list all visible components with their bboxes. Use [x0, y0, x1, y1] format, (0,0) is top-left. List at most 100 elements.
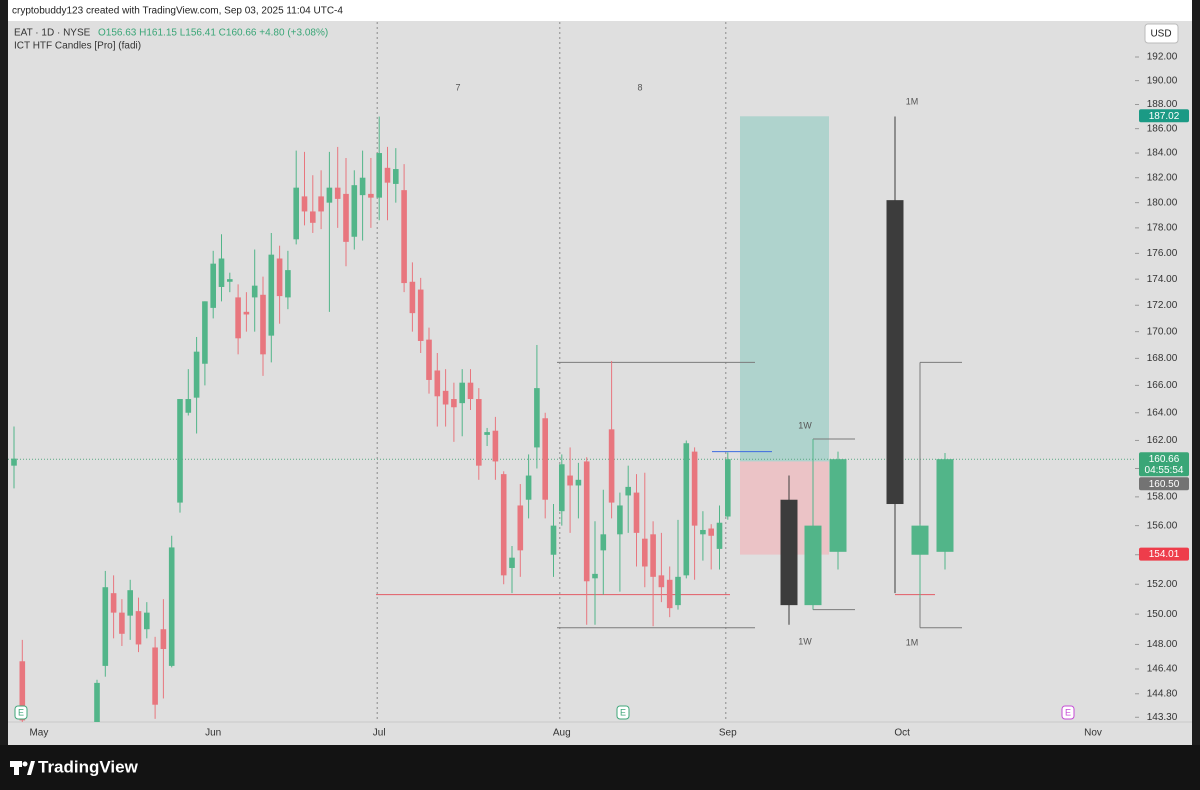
- candle-body: [500, 474, 507, 576]
- y-tick-label: 192.00: [1147, 52, 1178, 63]
- candle-body: [708, 528, 714, 536]
- currency-button[interactable]: [1144, 23, 1179, 44]
- y-tick-label: 180.00: [1147, 197, 1178, 208]
- candle-body: [334, 187, 341, 199]
- candle-body: [160, 629, 167, 650]
- y-tick-label: 172.00: [1147, 300, 1178, 311]
- y-tick-label: 143.30: [1147, 712, 1178, 723]
- y-tick-label: 168.00: [1147, 353, 1178, 364]
- y-tick-label: 166.00: [1147, 380, 1178, 391]
- price-marker: [1139, 452, 1189, 477]
- y-tick-label: 162.00: [1147, 435, 1178, 446]
- event-label: E: [620, 707, 626, 717]
- candle-body: [911, 525, 929, 555]
- footer-brand: TradingView: [38, 757, 139, 776]
- candle-body: [650, 534, 656, 577]
- candle-body: [492, 430, 499, 462]
- y-tick-label: 190.00: [1147, 75, 1178, 86]
- candle-body: [442, 390, 449, 405]
- y-tick-label: 188.00: [1147, 99, 1178, 110]
- candle-body: [459, 382, 465, 404]
- event-marker: [1061, 705, 1075, 720]
- candle-body: [434, 370, 441, 397]
- annotation: 1W: [798, 636, 812, 646]
- footer-logo: [10, 761, 35, 775]
- x-tick-label: Sep: [719, 728, 737, 739]
- y-tick-label: 158.00: [1147, 492, 1178, 503]
- candle-body: [666, 579, 673, 609]
- candle-body: [310, 211, 316, 223]
- chart-background: [8, 0, 1192, 745]
- candle-body: [227, 279, 233, 282]
- candle-body: [691, 451, 698, 526]
- candle-body: [617, 505, 623, 535]
- price-marker-countdown: 04:55:54: [1145, 465, 1184, 476]
- candle-body: [683, 443, 690, 576]
- event-marker: [14, 705, 28, 720]
- candle-body: [202, 301, 208, 364]
- x-tick-label: Oct: [894, 728, 910, 739]
- candle-body: [675, 576, 681, 606]
- candle-body: [251, 285, 258, 298]
- candle-body: [592, 573, 598, 579]
- header-bar: [8, 0, 1192, 21]
- candle-body: [235, 297, 241, 339]
- zone: [740, 116, 829, 462]
- candle-body: [476, 399, 482, 466]
- candle-body: [301, 196, 308, 212]
- candle-body: [384, 167, 391, 183]
- candle-body: [886, 200, 904, 505]
- candle-body: [542, 418, 548, 500]
- price-marker-label: 160.66: [1149, 454, 1180, 465]
- candle-body: [467, 382, 474, 400]
- candle-body: [525, 475, 532, 500]
- price-marker-label: 154.01: [1149, 549, 1180, 560]
- annotation: 1M: [906, 637, 919, 647]
- candle-body: [127, 590, 133, 616]
- candle-body: [260, 294, 266, 355]
- y-tick-label: 176.00: [1147, 248, 1178, 259]
- candle-body: [642, 538, 648, 567]
- candle-body: [144, 612, 150, 630]
- annotation: 7: [455, 82, 460, 92]
- candle-body: [110, 593, 117, 613]
- price-marker-label: 160.50: [1149, 479, 1180, 490]
- candle-body: [716, 522, 723, 549]
- candle-body: [243, 311, 250, 315]
- candle-body: [351, 185, 358, 237]
- candle-body: [119, 612, 125, 634]
- header-text: cryptobuddy123 created with TradingView.…: [12, 6, 343, 17]
- candle-body: [575, 479, 582, 486]
- candle-body: [550, 525, 557, 555]
- currency-label[interactable]: USD: [1150, 29, 1171, 40]
- event-label: E: [18, 707, 24, 717]
- footer-bar: [0, 745, 1200, 790]
- event-marker: [616, 705, 630, 720]
- candle-body: [517, 505, 524, 551]
- candle-body: [509, 557, 515, 568]
- y-tick-label: 148.00: [1147, 639, 1178, 650]
- y-tick-label: 150.00: [1147, 609, 1178, 620]
- y-tick-label: 144.80: [1147, 688, 1178, 699]
- y-tick-label: 146.40: [1147, 664, 1178, 675]
- candle-body: [19, 661, 26, 721]
- candle-body: [559, 464, 565, 512]
- candle-body: [534, 388, 540, 448]
- candle-body: [318, 196, 324, 212]
- candle-body: [94, 682, 100, 722]
- candle-body: [700, 529, 706, 535]
- candle-body: [780, 499, 798, 606]
- price-marker: [1139, 477, 1189, 491]
- y-tick-label: 156.00: [1147, 520, 1178, 531]
- candle-body: [417, 289, 424, 341]
- annotation: 1M: [906, 96, 919, 106]
- x-tick-label: Jun: [205, 728, 221, 739]
- legend-indicator: ICT HTF Candles [Pro] (fadi): [14, 41, 141, 52]
- candle-body: [426, 339, 432, 380]
- candle-body: [359, 177, 366, 196]
- x-tick-label: Aug: [553, 728, 571, 739]
- price-marker-label: 187.02: [1149, 111, 1180, 122]
- candle-body: [600, 534, 607, 551]
- candle-body: [936, 459, 954, 552]
- y-tick-label: 152.00: [1147, 579, 1178, 590]
